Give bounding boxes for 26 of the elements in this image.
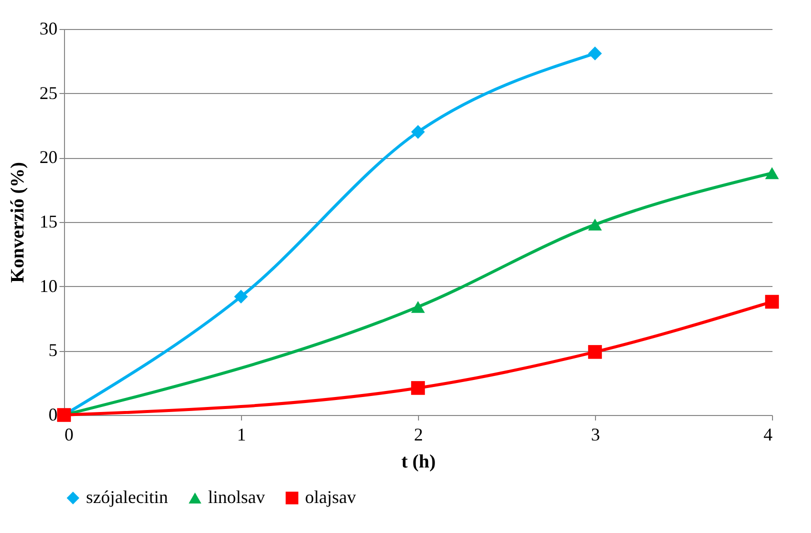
legend-label: olajsav xyxy=(305,487,356,507)
point xyxy=(765,167,779,180)
x-tick-label: 3 xyxy=(591,424,600,444)
x-tick-label: 0 xyxy=(64,424,74,444)
y-tick-label: 15 xyxy=(40,212,58,232)
y-tick-label: 25 xyxy=(40,82,58,103)
legend-label: szójalecitin xyxy=(86,487,168,507)
point xyxy=(411,300,425,313)
x-axis-title: t (h) xyxy=(401,452,436,472)
point xyxy=(411,125,425,139)
point xyxy=(765,294,779,309)
x-tick-label: 2 xyxy=(414,424,423,444)
y-tick-label: 30 xyxy=(40,18,58,38)
x-tick-label: 1 xyxy=(237,424,246,444)
legend-label: linolsav xyxy=(208,487,265,507)
point xyxy=(588,46,602,60)
y-tick-label: 0 xyxy=(48,404,58,424)
x-tick-label: 4 xyxy=(764,424,772,444)
y-tick-label: 5 xyxy=(48,340,58,360)
point xyxy=(588,345,602,359)
y-tick-label: 20 xyxy=(40,147,58,168)
point xyxy=(588,218,602,231)
point xyxy=(234,290,248,304)
point xyxy=(411,381,425,395)
y-axis-title: Konverzió (%) xyxy=(8,162,28,283)
y-tick-label: 10 xyxy=(40,276,58,296)
